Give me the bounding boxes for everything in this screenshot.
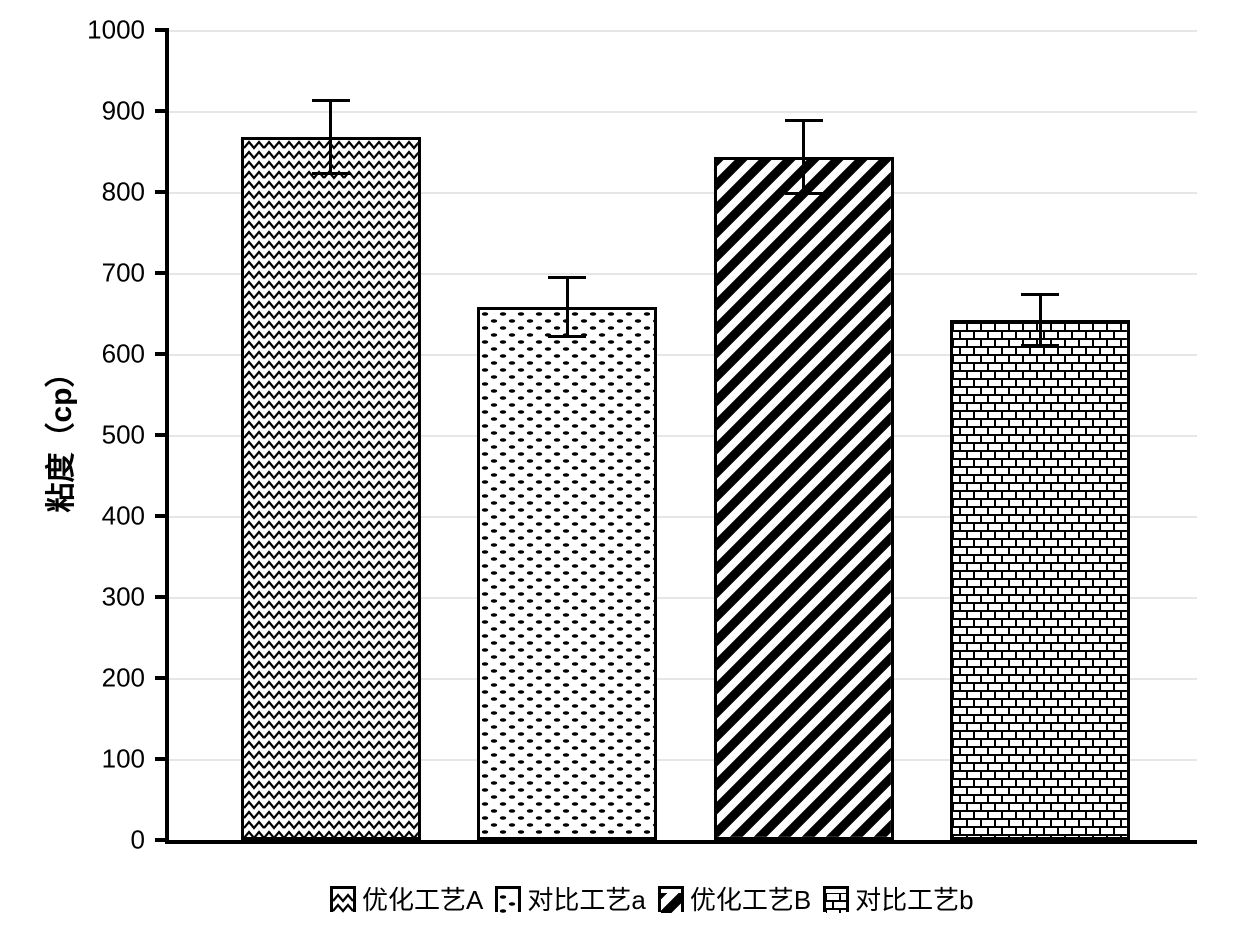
y-tick <box>155 514 169 518</box>
legend-label: 优化工艺A <box>362 880 483 917</box>
y-tick <box>155 757 169 761</box>
bar-fill <box>244 140 418 837</box>
y-tick <box>155 595 169 599</box>
error-bar-cap <box>1021 293 1059 296</box>
error-bar-cap <box>785 119 823 122</box>
y-tick <box>155 352 169 356</box>
y-tick-label: 0 <box>131 825 145 856</box>
legend: 优化工艺A 对比工艺a 优化工艺B 对比工艺b <box>330 880 974 917</box>
legend-item: 优化工艺B <box>658 880 811 917</box>
y-tick-label: 900 <box>102 96 145 127</box>
bar <box>714 157 894 840</box>
gridline <box>169 111 1197 113</box>
y-tick-label: 700 <box>102 258 145 289</box>
error-bar-cap <box>548 276 586 279</box>
bar <box>241 137 421 840</box>
legend-item: 优化工艺A <box>330 880 483 917</box>
error-bar-cap <box>1021 344 1059 347</box>
y-tick-label: 800 <box>102 177 145 208</box>
y-tick <box>155 28 169 32</box>
legend-label: 对比工艺a <box>527 880 645 917</box>
legend-swatch <box>495 886 521 912</box>
error-bar-cap <box>312 99 350 102</box>
y-tick-label: 100 <box>102 744 145 775</box>
legend-swatch <box>823 886 849 912</box>
bar <box>477 307 657 840</box>
y-tick-label: 500 <box>102 420 145 451</box>
error-bar-cap <box>785 192 823 195</box>
bar-fill <box>480 310 654 837</box>
error-bar <box>802 121 805 194</box>
legend-swatch <box>658 886 684 912</box>
bar-fill <box>953 323 1127 837</box>
error-bar-cap <box>312 172 350 175</box>
bar-chart: 粘度（cp） 01002003004005006007008009001000 … <box>0 0 1240 933</box>
y-tick-label: 400 <box>102 501 145 532</box>
legend-item: 对比工艺a <box>495 880 645 917</box>
y-tick-label: 300 <box>102 582 145 613</box>
y-tick <box>155 109 169 113</box>
legend-label: 优化工艺B <box>690 880 811 917</box>
y-tick-label: 200 <box>102 663 145 694</box>
legend-swatch <box>330 886 356 912</box>
y-axis-label: 粘度（cp） <box>36 357 80 512</box>
error-bar <box>566 278 569 336</box>
legend-item: 对比工艺b <box>823 880 973 917</box>
plot-area: 01002003004005006007008009001000 <box>165 30 1197 844</box>
y-tick <box>155 190 169 194</box>
y-tick <box>155 433 169 437</box>
error-bar <box>1039 294 1042 346</box>
bar <box>950 320 1130 840</box>
y-tick <box>155 271 169 275</box>
gridline <box>169 30 1197 32</box>
y-tick <box>155 838 169 842</box>
bar-fill <box>717 160 891 837</box>
y-tick-label: 600 <box>102 339 145 370</box>
error-bar <box>329 100 332 173</box>
error-bar-cap <box>548 335 586 338</box>
legend-label: 对比工艺b <box>855 880 973 917</box>
y-tick-label: 1000 <box>87 15 145 46</box>
y-tick <box>155 676 169 680</box>
